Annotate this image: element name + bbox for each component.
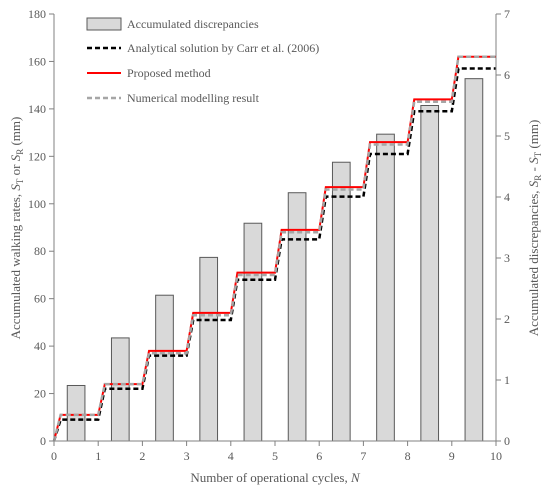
y-right-tick-label: 2 <box>504 312 510 326</box>
bar-3 <box>155 294 174 442</box>
y-left-tick-label: 40 <box>34 339 46 353</box>
x-tick-label: 3 <box>184 449 190 463</box>
y-left-tick-label: 0 <box>40 434 46 448</box>
bar-8 <box>376 133 395 442</box>
lines-layer <box>52 55 496 442</box>
bar-7 <box>331 161 351 442</box>
legend: Accumulated discrepancies Analytical sol… <box>86 17 319 105</box>
y-right-tick-label: 5 <box>504 129 510 143</box>
ticks-layer: 0 1 2 3 4 5 6 7 8 9 100204060801001201401601800123… <box>28 7 510 463</box>
x-tick-label: 4 <box>228 449 234 463</box>
y-left-tick-label: 160 <box>28 54 46 68</box>
x-tick-label: 9 <box>449 449 455 463</box>
y-right-tick-label: 6 <box>504 68 510 82</box>
y-left-tick-label: 140 <box>28 102 46 116</box>
y-right-tick-label: 7 <box>504 7 510 21</box>
y-right-tick-label: 3 <box>504 251 510 265</box>
x-tick-label: 0 <box>51 449 57 463</box>
y-left-tick-label: 60 <box>34 292 46 306</box>
y-left-tick-label: 100 <box>28 197 46 211</box>
bars-layer <box>66 78 484 442</box>
y-axis-right-title: Accumulated discrepancies, SR - ST (mm) <box>526 120 543 337</box>
y-right-tick-label: 0 <box>504 434 510 448</box>
y-axis-left-title: Accumulated walking rates, ST or SR (mm) <box>8 117 25 340</box>
y-right-tick-label: 4 <box>504 190 510 204</box>
x-tick-label: 7 <box>360 449 366 463</box>
y-right-tick-label: 1 <box>504 373 510 387</box>
x-tick-label: 5 <box>272 449 278 463</box>
bar-1 <box>66 384 86 442</box>
legend-label-analytical: Analytical solution by Carr et al. (2006… <box>127 41 319 55</box>
x-tick-label: 10 <box>490 449 502 463</box>
y-left-tick-label: 180 <box>28 7 46 21</box>
legend-label-numerical: Numerical modelling result <box>127 91 260 105</box>
series-line-1 <box>52 67 496 442</box>
legend-label-bars: Accumulated discrepancies <box>127 17 259 31</box>
legend-label-proposed: Proposed method <box>127 66 211 80</box>
bar-5 <box>243 222 263 442</box>
bar-9 <box>420 105 440 442</box>
y-left-tick-label: 80 <box>34 244 46 258</box>
y-left-tick-label: 20 <box>34 387 46 401</box>
bar-4 <box>199 256 219 442</box>
x-tick-label: 1 <box>95 449 101 463</box>
x-tick-label: 6 <box>316 449 322 463</box>
legend-swatch-bars <box>86 17 122 31</box>
bar-10 <box>464 78 484 442</box>
x-tick-label: 2 <box>139 449 145 463</box>
series-line-3 <box>52 55 496 442</box>
x-tick-label: 8 <box>405 449 411 463</box>
y-left-tick-label: 120 <box>28 149 46 163</box>
x-axis-title: Number of operational cycles, N <box>190 470 361 485</box>
